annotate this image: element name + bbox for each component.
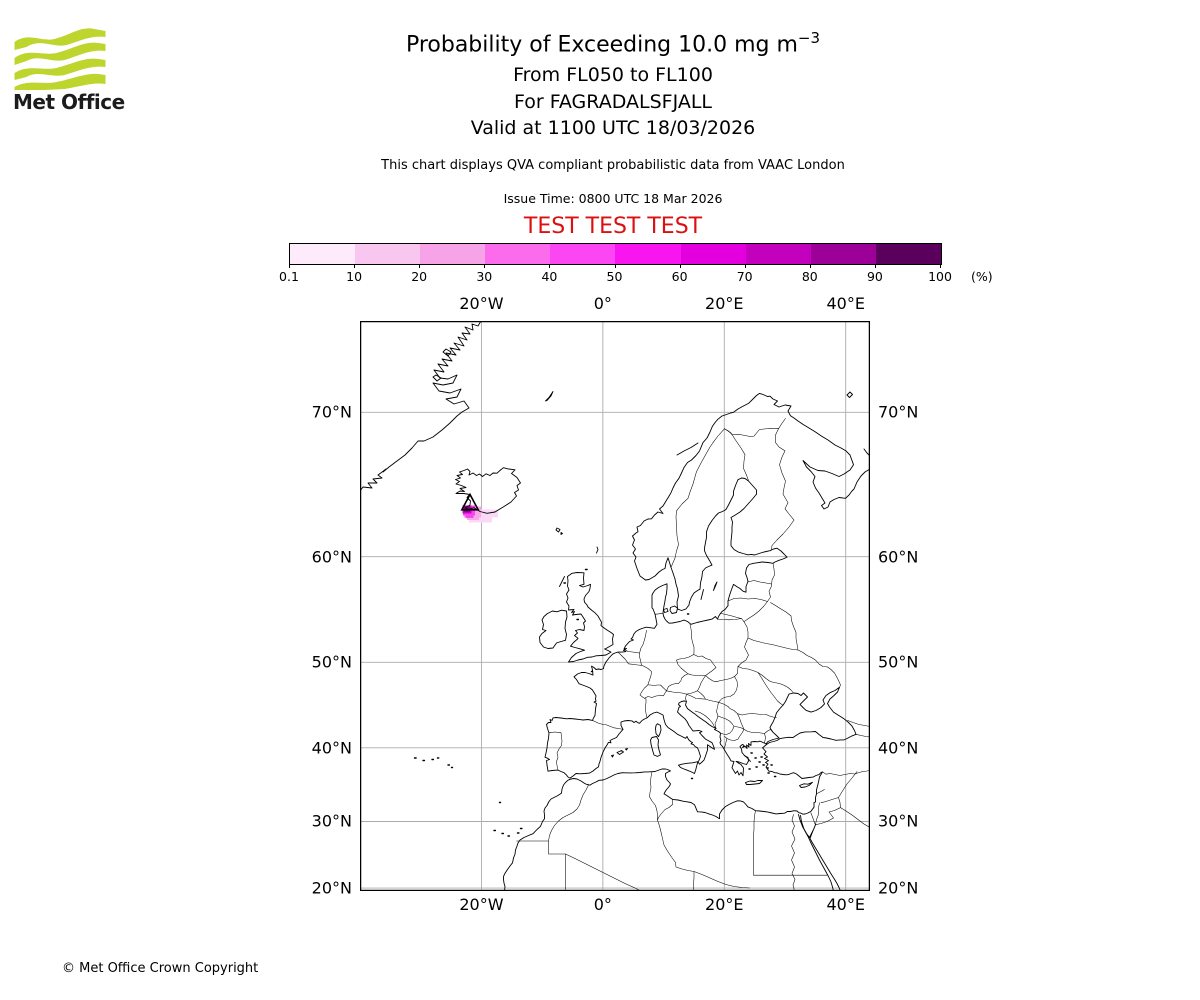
- lon-label-top: 20°W: [459, 294, 504, 313]
- volcano-marker-icon: [460, 492, 480, 511]
- colorbar-tick: [679, 264, 681, 268]
- legend-segment: [550, 244, 616, 264]
- legend-segment: [420, 244, 486, 264]
- legend-segment: [615, 244, 681, 264]
- colorbar-tick-label: 60: [671, 269, 688, 284]
- probability-colorbar: [289, 243, 942, 265]
- ash-plume-cell: [465, 512, 474, 518]
- page-title: Probability of Exceeding 10.0 mg m−3: [406, 29, 820, 57]
- volcano-triangle-icon: [460, 492, 480, 511]
- colorbar-unit: (%): [971, 269, 993, 284]
- colorbar-tick-label: 50: [606, 269, 623, 284]
- colorbar-tick: [354, 264, 356, 268]
- colorbar-tick-label: 0.1: [279, 269, 299, 284]
- subtitle-volcano: For FAGRADALSFJALL: [513, 91, 713, 113]
- colorbar-tick: [484, 264, 486, 268]
- title-main: Probability of Exceeding 10.0 mg m: [405, 32, 798, 58]
- colorbar-tick: [549, 264, 551, 268]
- met-office-logo-icon: [14, 28, 106, 90]
- issue-time: Issue Time: 0800 UTC 18 Mar 2026: [503, 191, 723, 206]
- ash-plume-cell: [469, 515, 492, 523]
- lat-label-left: 20°N: [311, 878, 352, 898]
- colorbar-tick-label: 30: [476, 269, 493, 284]
- lat-label-right: 50°N: [878, 652, 919, 672]
- lat-label-left: 30°N: [311, 811, 352, 831]
- country-borders: [516, 418, 870, 891]
- lon-label-top: 40°E: [826, 294, 865, 313]
- lon-label-bottom: 20°E: [705, 895, 744, 914]
- map-panel: [360, 321, 870, 891]
- lat-label-right: 30°N: [878, 811, 919, 831]
- lon-label-bottom: 20°W: [459, 895, 504, 914]
- colorbar-tick: [289, 264, 290, 268]
- colorbar-tick: [940, 264, 941, 268]
- lat-label-left: 60°N: [311, 547, 352, 567]
- lat-label-right: 60°N: [878, 547, 919, 567]
- legend-segment: [680, 244, 746, 264]
- colorbar-tick-label: 20: [411, 269, 428, 284]
- colorbar-tick: [419, 264, 421, 268]
- met-office-logo-text: Met Office: [13, 90, 125, 114]
- lon-label-top: 20°E: [705, 294, 744, 313]
- title-superscript: −3: [797, 29, 821, 47]
- legend-segment: [745, 244, 811, 264]
- subtitle-valid-time: Valid at 1100 UTC 18/03/2026: [470, 117, 756, 139]
- copyright-notice: © Met Office Crown Copyright: [62, 961, 259, 976]
- map-frame: [360, 321, 870, 891]
- legend-segment: [485, 244, 551, 264]
- colorbar-tick-label: 90: [866, 269, 883, 284]
- lat-label-left: 70°N: [311, 402, 352, 422]
- lon-label-bottom: 40°E: [826, 895, 865, 914]
- legend-segment: [875, 244, 941, 264]
- colorbar-tick: [874, 264, 876, 268]
- colorbar-tick-label: 70: [736, 269, 753, 284]
- colorbar-tick: [744, 264, 746, 268]
- lat-label-left: 50°N: [311, 652, 352, 672]
- colorbar-tick-label: 40: [541, 269, 558, 284]
- legend-segment: [355, 244, 421, 264]
- lat-label-right: 20°N: [878, 878, 919, 898]
- colorbar-tick: [809, 264, 811, 268]
- test-banner: TEST TEST TEST: [523, 214, 703, 239]
- lon-label-bottom: 0°: [593, 895, 612, 914]
- europe-map: [360, 321, 870, 891]
- lat-label-right: 70°N: [878, 402, 919, 422]
- ash-plume-cells: [462, 505, 498, 523]
- lat-label-right: 40°N: [878, 738, 919, 758]
- subtitle-flight-levels: From FL050 to FL100: [513, 64, 713, 86]
- lat-label-left: 40°N: [311, 738, 352, 758]
- colorbar-tick: [614, 264, 616, 268]
- colorbar-tick-label: 10: [346, 269, 363, 284]
- lon-label-top: 0°: [593, 294, 612, 313]
- colorbar-tick-label: 100: [928, 269, 952, 284]
- legend-segment: [810, 244, 876, 264]
- graticule-grid: [360, 321, 870, 891]
- legend-segment: [290, 244, 356, 264]
- colorbar-tick-label: 80: [801, 269, 818, 284]
- coastlines: [360, 321, 870, 891]
- qva-note: This chart displays QVA compliant probab…: [381, 158, 845, 173]
